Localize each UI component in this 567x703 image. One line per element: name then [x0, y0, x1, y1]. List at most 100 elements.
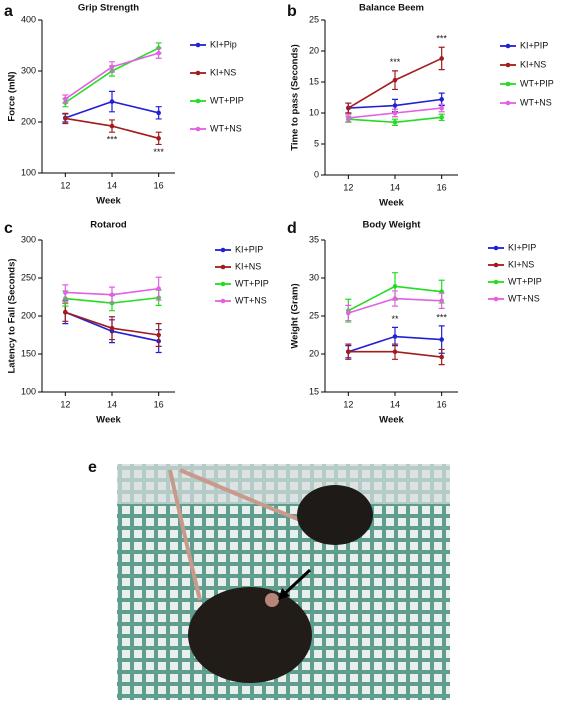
y-axis-title: Time to pass (Seconds)	[290, 44, 301, 150]
mouse	[297, 485, 373, 545]
arrow-head	[278, 588, 290, 600]
data-point	[392, 334, 398, 339]
panel-letter: e	[88, 459, 97, 476]
mouse-ear	[265, 593, 279, 607]
legend-marker	[505, 62, 511, 68]
tail	[179, 468, 301, 522]
y-tick-label: 400	[21, 14, 36, 24]
data-point	[392, 103, 398, 108]
x-tick-label: 16	[437, 182, 447, 192]
legend-label: KI+PIP	[508, 242, 536, 252]
legend-marker	[493, 245, 499, 251]
photo	[117, 464, 450, 700]
data-point	[63, 116, 68, 121]
data-point	[439, 115, 444, 120]
legend-label: KI+Pip	[210, 39, 237, 49]
legend-marker	[493, 279, 499, 285]
mouse	[188, 587, 312, 683]
data-point	[346, 349, 351, 355]
chart-panel: d Body Weight 15 20 25 30 35 12 14 16 Week Weight (…	[287, 220, 542, 426]
data-point	[346, 105, 351, 111]
data-point	[392, 349, 398, 355]
data-point	[392, 110, 398, 116]
data-point	[156, 136, 161, 141]
y-tick-label: 200	[21, 310, 36, 320]
x-tick-label: 16	[437, 399, 447, 409]
data-point	[439, 298, 444, 304]
legend-label: WT+NS	[210, 123, 242, 133]
arrow	[280, 568, 312, 598]
y-axis-title: Latency to Fall (Seconds)	[7, 258, 18, 373]
x-axis-title: Week	[379, 198, 404, 209]
x-tick-label: 16	[154, 399, 164, 409]
y-tick-label: 0	[314, 169, 319, 179]
chart-panel: c Rotarod 100 150 200 250 300 12 14 16 Week Latency…	[4, 220, 269, 426]
photo-wall	[117, 464, 450, 504]
chart-title: Body Weight	[363, 220, 422, 231]
significance-label: **	[391, 314, 399, 324]
legend-label: WT+NS	[520, 97, 552, 107]
tail	[168, 469, 202, 601]
panel-letter: a	[4, 3, 13, 20]
legend-marker	[195, 98, 201, 104]
y-axis-title: Weight (Gram)	[290, 283, 301, 348]
data-point	[392, 77, 398, 83]
legend-label: KI+NS	[210, 67, 236, 77]
legend-marker	[505, 43, 511, 49]
legend-label: WT+PIP	[210, 95, 244, 105]
y-axis-title: Force (mN)	[7, 71, 18, 121]
x-axis-title: Week	[379, 415, 404, 426]
y-tick-label: 100	[21, 386, 36, 396]
legend-label: WT+PIP	[520, 78, 554, 88]
y-tick-label: 150	[21, 348, 36, 358]
chart-title: Balance Beem	[359, 3, 424, 14]
legend-marker	[220, 247, 226, 253]
x-tick-label: 14	[390, 182, 400, 192]
data-point	[392, 120, 398, 125]
x-axis-title: Week	[96, 415, 121, 426]
data-point	[109, 99, 115, 104]
data-point	[439, 105, 444, 111]
y-tick-label: 15	[309, 386, 319, 396]
data-point	[156, 332, 161, 338]
legend-label: KI+PIP	[520, 40, 548, 50]
data-point	[63, 96, 68, 102]
y-tick-label: 5	[314, 138, 319, 148]
panel-letter: c	[4, 220, 13, 237]
legend-marker	[220, 298, 226, 304]
legend-marker	[220, 281, 226, 287]
legend-label: KI+NS	[520, 59, 546, 69]
data-point	[63, 290, 68, 295]
x-tick-label: 12	[343, 182, 353, 192]
x-tick-label: 12	[60, 180, 70, 190]
data-point	[346, 115, 351, 121]
y-tick-label: 25	[309, 14, 319, 24]
legend-label: KI+PIP	[235, 244, 263, 254]
x-tick-label: 14	[390, 399, 400, 409]
data-point	[439, 97, 444, 102]
data-point	[156, 110, 161, 116]
x-tick-label: 12	[343, 399, 353, 409]
data-point	[156, 286, 161, 291]
y-tick-label: 30	[309, 272, 319, 282]
y-tick-label: 300	[21, 234, 36, 244]
data-point	[392, 284, 398, 289]
legend-marker	[505, 81, 511, 87]
data-point	[439, 354, 444, 360]
data-point	[109, 123, 115, 129]
legend-marker	[195, 70, 201, 76]
legend-label: KI+NS	[235, 261, 261, 271]
significance-label: ***	[107, 135, 118, 145]
legend-marker	[493, 262, 499, 268]
data-point	[392, 296, 398, 301]
panel-letter: d	[287, 220, 297, 237]
x-tick-label: 16	[154, 180, 164, 190]
legend-label: WT+PIP	[508, 276, 542, 286]
data-point	[439, 337, 444, 342]
significance-label: ***	[390, 57, 401, 67]
data-point	[109, 292, 115, 298]
data-point	[109, 64, 115, 70]
y-tick-label: 20	[309, 45, 319, 55]
